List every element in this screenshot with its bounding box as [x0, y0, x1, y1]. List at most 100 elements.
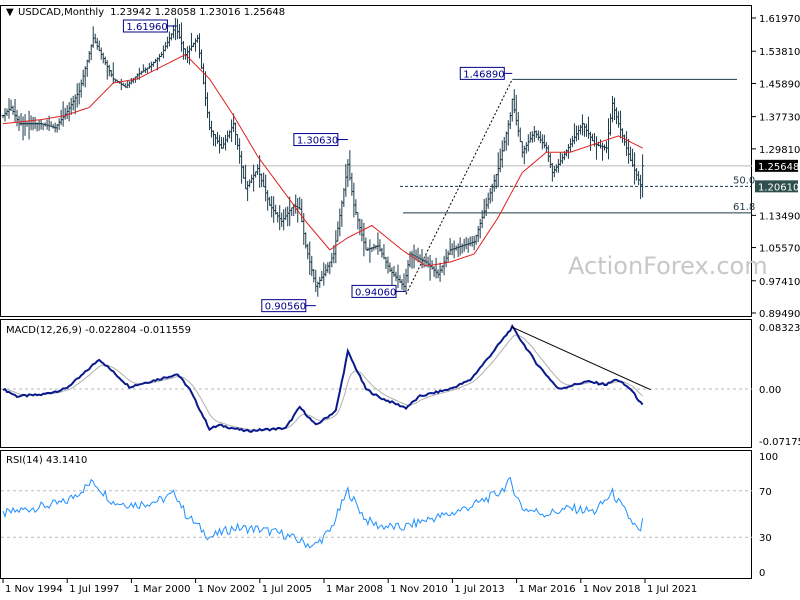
price-bar: [609, 113, 613, 136]
price-bar: [157, 53, 161, 62]
price-bar: [538, 131, 542, 144]
price-bar: [374, 244, 378, 250]
price-bar: [37, 119, 41, 131]
price-bar: [502, 136, 506, 152]
price-bar: [528, 131, 532, 143]
price-bar: [177, 23, 181, 39]
price-bar: [428, 254, 432, 281]
price-bar: [71, 95, 75, 111]
rsi-title: RSI(14) 43.1410: [6, 455, 87, 466]
price-bar: [434, 257, 438, 279]
price-bar: [161, 45, 165, 59]
price-bar: [149, 61, 153, 72]
price-bar: [526, 134, 530, 152]
price-bar: [89, 44, 93, 61]
price-bar: [21, 116, 25, 141]
rsi-tick-label: 30: [759, 533, 772, 544]
price-bar: [386, 256, 390, 274]
price-bar: [179, 22, 183, 52]
price-bar: [185, 46, 189, 64]
header-arrow-icon[interactable]: ▼: [6, 7, 14, 18]
price-bar: [629, 146, 633, 162]
price-bar: [530, 131, 534, 143]
price-bar: [195, 34, 199, 43]
price-bar: [470, 236, 474, 247]
price-bar: [294, 194, 298, 214]
price-bar: [516, 111, 520, 137]
annotation-label: 1.61960: [126, 22, 167, 33]
annotation-label: 1.46890: [463, 69, 504, 80]
macd-signal-line: [2, 334, 643, 431]
price-bar: [619, 110, 623, 139]
price-bar: [105, 60, 109, 80]
y-tick-label: 1.13490: [759, 211, 800, 222]
price-bar: [280, 212, 284, 227]
price-bar: [97, 40, 101, 52]
price-bar: [244, 164, 248, 190]
price-bar: [214, 134, 218, 147]
x-tick-label: 1 Mar 2016: [519, 584, 576, 595]
watermark: ActionForex.com: [568, 252, 768, 280]
price-bar: [635, 167, 639, 181]
fib-label: 50.0: [733, 175, 755, 186]
price-bar: [508, 112, 512, 130]
price-bar: [27, 110, 31, 140]
price-bar: [248, 179, 252, 188]
price-bar: [65, 105, 69, 120]
current-price-tag: [755, 159, 798, 172]
price-bar: [394, 271, 398, 282]
price-bar: [380, 247, 384, 258]
rsi-pane: [0, 450, 752, 579]
price-bar: [406, 260, 410, 283]
price-bar: [424, 254, 428, 267]
price-bar: [404, 268, 408, 293]
y-tick-label: 0.97410: [759, 277, 800, 288]
price-bar: [420, 249, 424, 269]
rsi-line: [2, 476, 644, 549]
x-tick-label: 1 Nov 2018: [583, 584, 641, 595]
macd-tick-label: -0.071752: [759, 437, 800, 448]
price-bar: [3, 108, 7, 122]
price-bar: [238, 138, 242, 164]
price-bar: [284, 207, 288, 220]
price-bar: [590, 133, 594, 142]
macd-pane: [0, 319, 752, 448]
price-bar: [9, 99, 13, 112]
price-bar: [193, 38, 197, 52]
chart-ohlc: 1.23942 1.28058 1.23016 1.25648: [110, 7, 285, 18]
price-bar: [496, 152, 500, 188]
price-bar: [171, 25, 175, 39]
price-bar: [498, 148, 502, 173]
price-bar: [568, 138, 572, 152]
price-bar: [466, 238, 470, 253]
price-bar: [270, 195, 274, 218]
x-tick-label: 1 Jul 2021: [647, 584, 697, 595]
price-bar: [362, 222, 366, 257]
moving-average-line: [2, 53, 643, 267]
price-bar: [111, 62, 115, 84]
price-bar: [410, 250, 414, 269]
price-bar: [59, 109, 63, 126]
price-bar: [540, 134, 544, 150]
price-bar: [252, 164, 256, 192]
current-price-tag-label: 1.25648: [758, 162, 799, 173]
price-bar: [39, 119, 43, 130]
x-tick-label: 1 Jul 2013: [454, 584, 504, 595]
price-bar: [264, 174, 268, 202]
price-bar: [623, 134, 627, 146]
price-bar: [615, 107, 619, 125]
price-bar: [69, 97, 73, 115]
price-bar: [300, 198, 304, 223]
price-bar: [492, 174, 496, 192]
price-bar: [99, 47, 103, 60]
price-bar: [310, 255, 314, 277]
price-bar: [236, 134, 240, 150]
price-bar: [598, 139, 602, 149]
fib50-price-tag: [755, 180, 798, 193]
price-bar: [637, 171, 641, 186]
price-bar: [600, 142, 604, 161]
price-bar: [352, 182, 356, 218]
price-bar: [85, 59, 89, 77]
price-bar: [272, 196, 276, 223]
